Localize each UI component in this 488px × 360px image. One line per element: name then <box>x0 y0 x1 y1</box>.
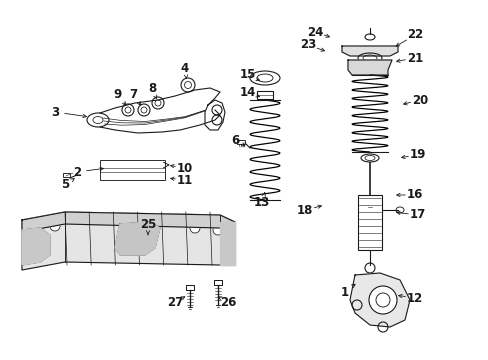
Bar <box>185 285 194 290</box>
Text: 13: 13 <box>253 195 269 208</box>
Text: 4: 4 <box>181 62 189 75</box>
Bar <box>257 91 272 99</box>
Bar <box>63 173 70 177</box>
Text: 7: 7 <box>129 89 137 102</box>
Bar <box>100 160 164 180</box>
Circle shape <box>368 286 396 314</box>
Circle shape <box>50 221 60 231</box>
Text: 2: 2 <box>73 166 81 179</box>
Text: 15: 15 <box>239 68 256 81</box>
Text: 3: 3 <box>51 105 59 118</box>
Text: 17: 17 <box>409 208 425 221</box>
Polygon shape <box>220 222 235 265</box>
Polygon shape <box>347 60 391 75</box>
Circle shape <box>190 223 200 233</box>
Polygon shape <box>349 273 409 327</box>
Circle shape <box>213 225 223 235</box>
Text: 8: 8 <box>147 81 156 94</box>
Polygon shape <box>22 212 235 270</box>
Bar <box>214 280 222 285</box>
Polygon shape <box>22 228 50 265</box>
Text: 20: 20 <box>411 94 427 107</box>
Text: 21: 21 <box>406 51 422 64</box>
Text: 5: 5 <box>61 179 69 192</box>
Text: 24: 24 <box>306 26 323 39</box>
Polygon shape <box>341 46 397 56</box>
Text: 27: 27 <box>166 296 183 309</box>
Text: 14: 14 <box>239 85 256 99</box>
Text: 1: 1 <box>340 285 348 298</box>
Circle shape <box>30 227 40 237</box>
Text: 23: 23 <box>299 39 315 51</box>
Bar <box>237 140 244 144</box>
Text: 22: 22 <box>406 28 422 41</box>
Polygon shape <box>22 212 235 232</box>
Text: 18: 18 <box>296 203 312 216</box>
Text: 25: 25 <box>140 219 156 231</box>
Text: 9: 9 <box>114 89 122 102</box>
Text: 10: 10 <box>177 162 193 175</box>
Bar <box>357 195 381 250</box>
Polygon shape <box>115 222 160 255</box>
Text: 19: 19 <box>409 148 426 162</box>
Text: 26: 26 <box>220 296 236 309</box>
Text: 16: 16 <box>406 189 422 202</box>
Text: 11: 11 <box>177 174 193 186</box>
Text: 6: 6 <box>230 134 239 147</box>
Text: 12: 12 <box>406 292 422 305</box>
